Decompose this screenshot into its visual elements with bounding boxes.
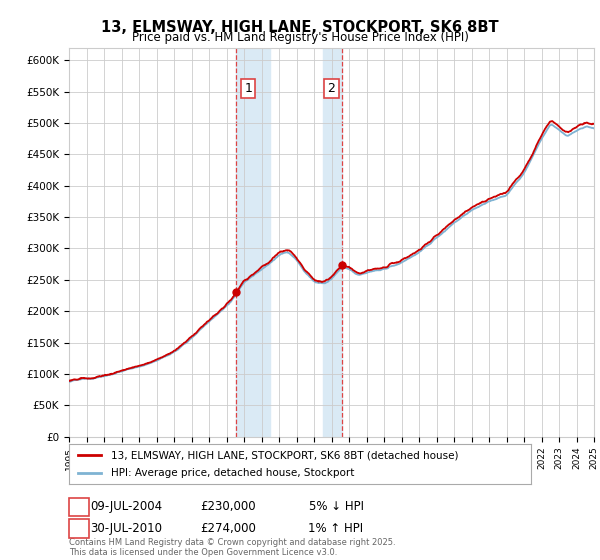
Text: Contains HM Land Registry data © Crown copyright and database right 2025.
This d: Contains HM Land Registry data © Crown c… — [69, 538, 395, 557]
Text: £274,000: £274,000 — [200, 521, 256, 535]
Text: 1: 1 — [76, 500, 83, 514]
Text: 30-JUL-2010: 30-JUL-2010 — [90, 521, 162, 535]
Text: Price paid vs. HM Land Registry's House Price Index (HPI): Price paid vs. HM Land Registry's House … — [131, 31, 469, 44]
Text: 13, ELMSWAY, HIGH LANE, STOCKPORT, SK6 8BT (detached house): 13, ELMSWAY, HIGH LANE, STOCKPORT, SK6 8… — [110, 450, 458, 460]
Text: 1: 1 — [244, 82, 253, 95]
Text: 13, ELMSWAY, HIGH LANE, STOCKPORT, SK6 8BT: 13, ELMSWAY, HIGH LANE, STOCKPORT, SK6 8… — [101, 20, 499, 35]
Text: HPI: Average price, detached house, Stockport: HPI: Average price, detached house, Stoc… — [110, 468, 354, 478]
Text: 2: 2 — [76, 521, 83, 535]
Text: 09-JUL-2004: 09-JUL-2004 — [90, 500, 162, 514]
Text: 1% ↑ HPI: 1% ↑ HPI — [308, 521, 364, 535]
Bar — [236, 48, 270, 437]
Bar — [323, 48, 341, 437]
Text: £230,000: £230,000 — [200, 500, 256, 514]
Text: 5% ↓ HPI: 5% ↓ HPI — [308, 500, 364, 514]
Text: 2: 2 — [328, 82, 335, 95]
